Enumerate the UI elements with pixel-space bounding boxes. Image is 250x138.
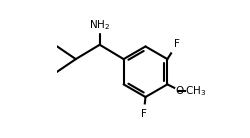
Text: CH$_3$: CH$_3$ <box>186 84 206 98</box>
Text: F: F <box>142 109 147 119</box>
Text: NH$_2$: NH$_2$ <box>89 19 110 32</box>
Text: F: F <box>174 39 180 49</box>
Text: O: O <box>176 86 184 96</box>
